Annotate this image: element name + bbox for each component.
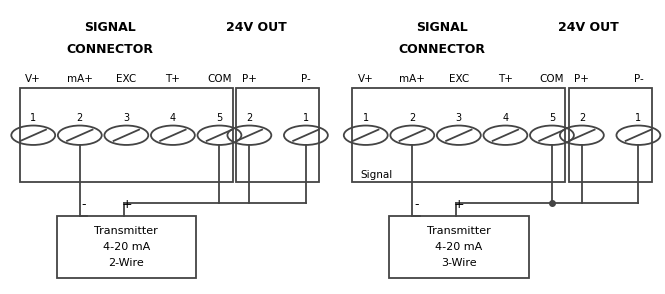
Text: 4: 4 bbox=[502, 113, 509, 123]
Text: -: - bbox=[82, 198, 86, 211]
Text: 2: 2 bbox=[579, 113, 585, 123]
Text: P-: P- bbox=[634, 74, 643, 84]
Text: 24V OUT: 24V OUT bbox=[225, 21, 287, 34]
Text: 3: 3 bbox=[456, 113, 462, 123]
Text: Transmitter: Transmitter bbox=[94, 226, 158, 236]
Text: EXC: EXC bbox=[116, 74, 136, 84]
Text: 5: 5 bbox=[549, 113, 555, 123]
Text: EXC: EXC bbox=[449, 74, 469, 84]
Bar bbox=[352, 88, 565, 182]
Text: COM: COM bbox=[207, 74, 231, 84]
Text: mA+: mA+ bbox=[67, 74, 92, 84]
Text: V+: V+ bbox=[25, 74, 41, 84]
Text: 5: 5 bbox=[216, 113, 223, 123]
Text: mA+: mA+ bbox=[400, 74, 425, 84]
Text: T+: T+ bbox=[166, 74, 180, 84]
Text: Transmitter: Transmitter bbox=[427, 226, 491, 236]
Text: P+: P+ bbox=[242, 74, 257, 84]
Bar bbox=[57, 216, 196, 278]
Text: SIGNAL: SIGNAL bbox=[84, 21, 136, 34]
Text: 1: 1 bbox=[362, 113, 369, 123]
Text: V+: V+ bbox=[358, 74, 374, 84]
Text: CONNECTOR: CONNECTOR bbox=[399, 43, 485, 56]
Text: COM: COM bbox=[540, 74, 564, 84]
Bar bbox=[389, 216, 529, 278]
Text: 1: 1 bbox=[635, 113, 642, 123]
Text: -: - bbox=[414, 198, 419, 211]
Text: 3-Wire: 3-Wire bbox=[441, 258, 477, 268]
Text: Signal: Signal bbox=[360, 170, 392, 180]
Text: 3: 3 bbox=[123, 113, 130, 123]
Text: 2: 2 bbox=[409, 113, 416, 123]
Text: 2: 2 bbox=[246, 113, 253, 123]
Text: CONNECTOR: CONNECTOR bbox=[66, 43, 153, 56]
Text: P-: P- bbox=[301, 74, 311, 84]
Text: 4-20 mA: 4-20 mA bbox=[435, 242, 483, 252]
Text: 1: 1 bbox=[303, 113, 309, 123]
Text: P+: P+ bbox=[575, 74, 589, 84]
Bar bbox=[236, 88, 319, 182]
Bar bbox=[569, 88, 652, 182]
Bar bbox=[20, 88, 233, 182]
Text: +: + bbox=[122, 198, 132, 211]
Text: SIGNAL: SIGNAL bbox=[416, 21, 468, 34]
Text: +: + bbox=[454, 198, 465, 211]
Text: 24V OUT: 24V OUT bbox=[558, 21, 619, 34]
Text: 4-20 mA: 4-20 mA bbox=[102, 242, 150, 252]
Text: 1: 1 bbox=[30, 113, 37, 123]
Text: 4: 4 bbox=[170, 113, 176, 123]
Text: 2: 2 bbox=[76, 113, 83, 123]
Text: T+: T+ bbox=[498, 74, 513, 84]
Text: 2-Wire: 2-Wire bbox=[108, 258, 144, 268]
